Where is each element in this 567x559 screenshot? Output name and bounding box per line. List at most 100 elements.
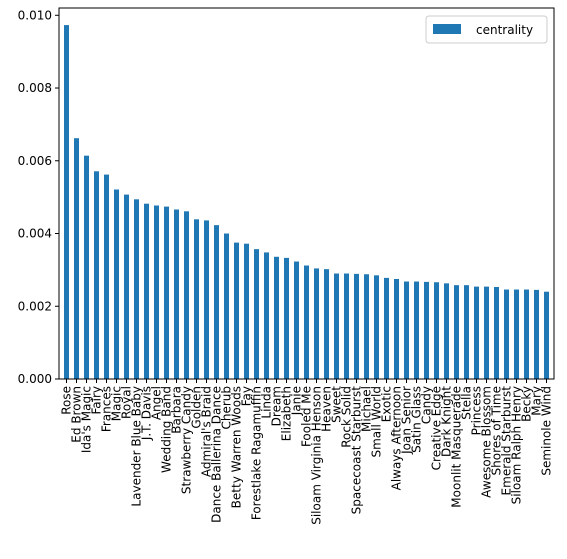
bar [64,25,69,380]
x-tick-label: Mary [530,386,544,416]
x-tick-label: Dream [270,386,284,426]
x-tick-label: Seminole Wind [540,386,554,476]
bar [404,281,409,379]
bar [184,211,189,379]
y-axis: 0.000 0.002 0.004 0.006 0.008 0.010 [18,8,59,386]
y-tick-label: 0.010 [18,8,52,22]
y-tick-label: 0.008 [18,81,52,95]
bar [274,256,279,379]
x-tick-label: Siloam Virginia Henson [310,386,324,525]
x-tick-label: Linda [260,386,274,419]
x-tick-label: Creative Edge [430,386,444,470]
x-tick-label: Rock Solid [340,386,354,448]
bar [144,203,149,379]
x-tick-label: Fooled Me [300,386,314,447]
bars-group [64,25,549,380]
bar [124,194,129,379]
x-tick-label: Strawberry Candy [180,386,194,494]
legend-swatch [433,24,461,34]
x-tick-label: Dance Ballerina Dance [210,386,224,523]
plot-frame [58,7,555,380]
bar [254,249,259,379]
legend-label: centrality [476,23,533,37]
x-tick-label: Joan Senior [400,386,414,455]
bar [304,265,309,379]
x-tick-label: Small World [370,386,384,458]
x-tick-label: Fay [240,386,254,406]
y-tick-label: 0.002 [18,299,52,313]
y-tick-label: 0.004 [18,227,52,241]
bar [484,286,489,379]
legend: centrality [425,15,548,44]
bar [534,289,539,379]
bar [84,155,89,379]
bar [324,269,329,379]
bar [204,220,209,379]
bar [94,171,99,379]
x-tick-label: Janie [290,386,304,416]
bar [524,289,529,379]
bar [134,199,139,379]
bar [504,289,509,379]
x-tick-label: Ida's Magic [80,386,94,453]
bar [244,243,249,379]
x-tick-label: Ed Brown [70,386,84,443]
y-tick-label: 0.000 [18,372,52,386]
x-tick-label: Moonlit Masquerade [450,386,464,508]
x-tick-label: Forestlake Ragamuffin [250,386,264,520]
x-tick-label: Admiral's Braid [200,386,214,477]
bar [514,289,519,379]
x-tick-label: Elizabeth [280,386,294,441]
bar [444,283,449,379]
x-tick-label: Golden [190,386,204,429]
x-tick-label: Candy [420,386,434,424]
bar [74,138,79,379]
bar [334,273,339,379]
x-tick-label: Spacecoast Starburst [350,386,364,515]
bar [154,205,159,379]
x-tick-label: Angel [150,386,164,420]
legend-box [425,15,548,44]
bar [344,273,349,379]
bar [114,189,119,379]
x-tick-label: Rose [60,386,74,415]
bar [494,286,499,379]
bar [194,219,199,379]
x-tick-label: Sweet [330,386,344,423]
bar [424,281,429,379]
x-tick-label: Royal [120,386,134,419]
x-tick-label: Fairy [90,386,104,415]
x-tick-label: Dark Knight [440,386,454,457]
bar [174,209,179,379]
bar [364,274,369,379]
x-tick-label: Magic [110,386,124,421]
bar [294,261,299,379]
bar [414,281,419,379]
y-tick-label: 0.006 [18,154,52,168]
x-tick-label: Wedding Band [160,386,174,473]
bar [234,242,239,379]
x-tick-label: Shores of Time [490,386,504,475]
x-tick-label: Lavender Blue Baby [130,386,144,507]
bar [544,291,549,379]
x-tick-label: J.T. Davis [140,386,154,441]
bar [314,268,319,379]
bar [394,278,399,379]
bar [264,252,269,379]
x-tick-label: Betty Warren Woods [230,386,244,508]
x-tick-label: Emerald Starburst [500,386,514,496]
x-tick-label: Princess [470,386,484,435]
x-tick-label: Exotic [380,386,394,422]
x-tick-label: Always Afternoon [390,386,404,490]
x-tick-label: Michael [360,386,374,432]
x-tick-label: Satin Glass [410,386,424,453]
bar [374,275,379,379]
bar [224,233,229,379]
bar [474,286,479,379]
x-tick-label: Frances [100,386,114,432]
x-tick-label: Awesome Blossom [480,386,494,498]
x-tick-label: Cherub [220,386,234,430]
bar [384,277,389,379]
